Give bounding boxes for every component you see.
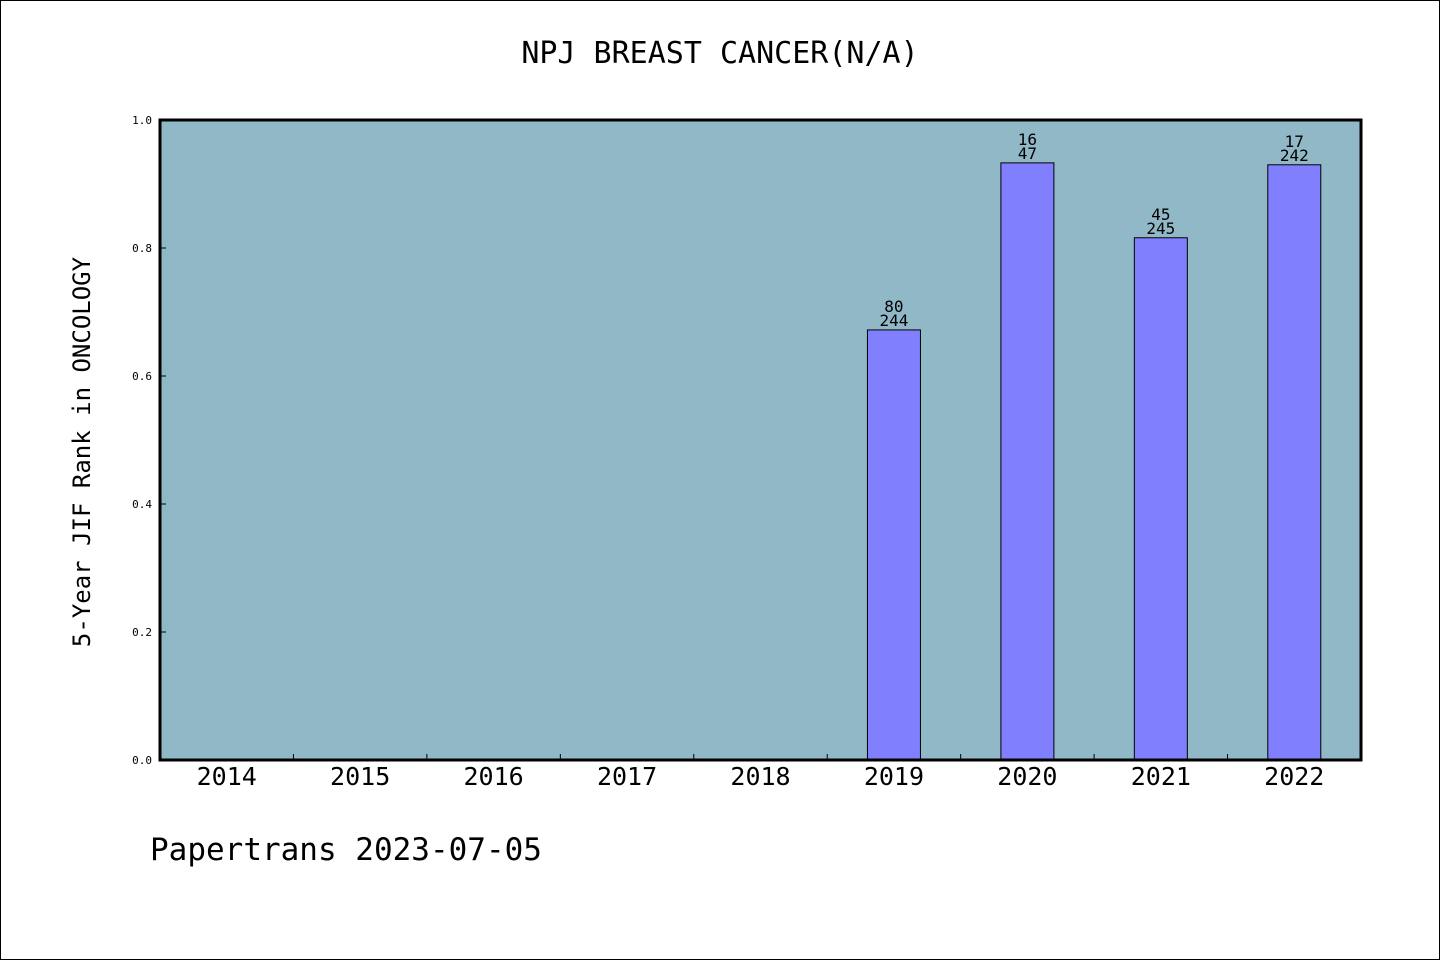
y-axis-label: 5-Year JIF Rank in ONCOLOGY	[68, 256, 96, 647]
x-tick-label: 2020	[997, 762, 1057, 791]
y-tick-label: 0.4	[132, 498, 152, 511]
plot-border	[158, 118, 1363, 762]
bar-label-rank: 45	[1151, 205, 1170, 224]
bar	[1133, 237, 1188, 761]
bar	[1000, 162, 1055, 761]
x-tick-label: 2019	[864, 762, 924, 791]
x-tick-label: 2021	[1131, 762, 1191, 791]
bar-label-total: 242	[1280, 146, 1309, 165]
y-tick-label: 0.8	[132, 242, 152, 255]
footer-note: Papertrans 2023-07-05	[150, 832, 542, 868]
x-tick-label: 2014	[197, 762, 257, 791]
y-tick-label: 0.6	[132, 370, 152, 383]
bar	[1267, 164, 1322, 761]
chart-title: NPJ BREAST CANCER(N/A)	[521, 36, 919, 71]
bar-label-rank: 80	[884, 297, 903, 316]
x-tick-label: 2015	[330, 762, 390, 791]
x-tick-label: 2017	[597, 762, 657, 791]
bar-label-rank: 17	[1285, 132, 1304, 151]
y-tick-label: 0.0	[132, 754, 152, 767]
y-tick-label: 1.0	[132, 114, 152, 127]
bar	[866, 329, 921, 761]
x-tick-label: 2016	[464, 762, 524, 791]
ticks-layer: 2014 2015 2016 2017 2018 2019 2020 2021 2022 0.0 0…	[132, 114, 1324, 791]
x-tick-label: 2022	[1264, 762, 1324, 791]
bar-label-total: 245	[1146, 219, 1175, 238]
bar-label-rank: 16	[1018, 130, 1037, 149]
x-tick-label: 2018	[730, 762, 790, 791]
y-tick-label: 0.2	[132, 626, 152, 639]
bar-label-total: 244	[879, 311, 908, 330]
bar-label-total: 47	[1018, 144, 1037, 163]
